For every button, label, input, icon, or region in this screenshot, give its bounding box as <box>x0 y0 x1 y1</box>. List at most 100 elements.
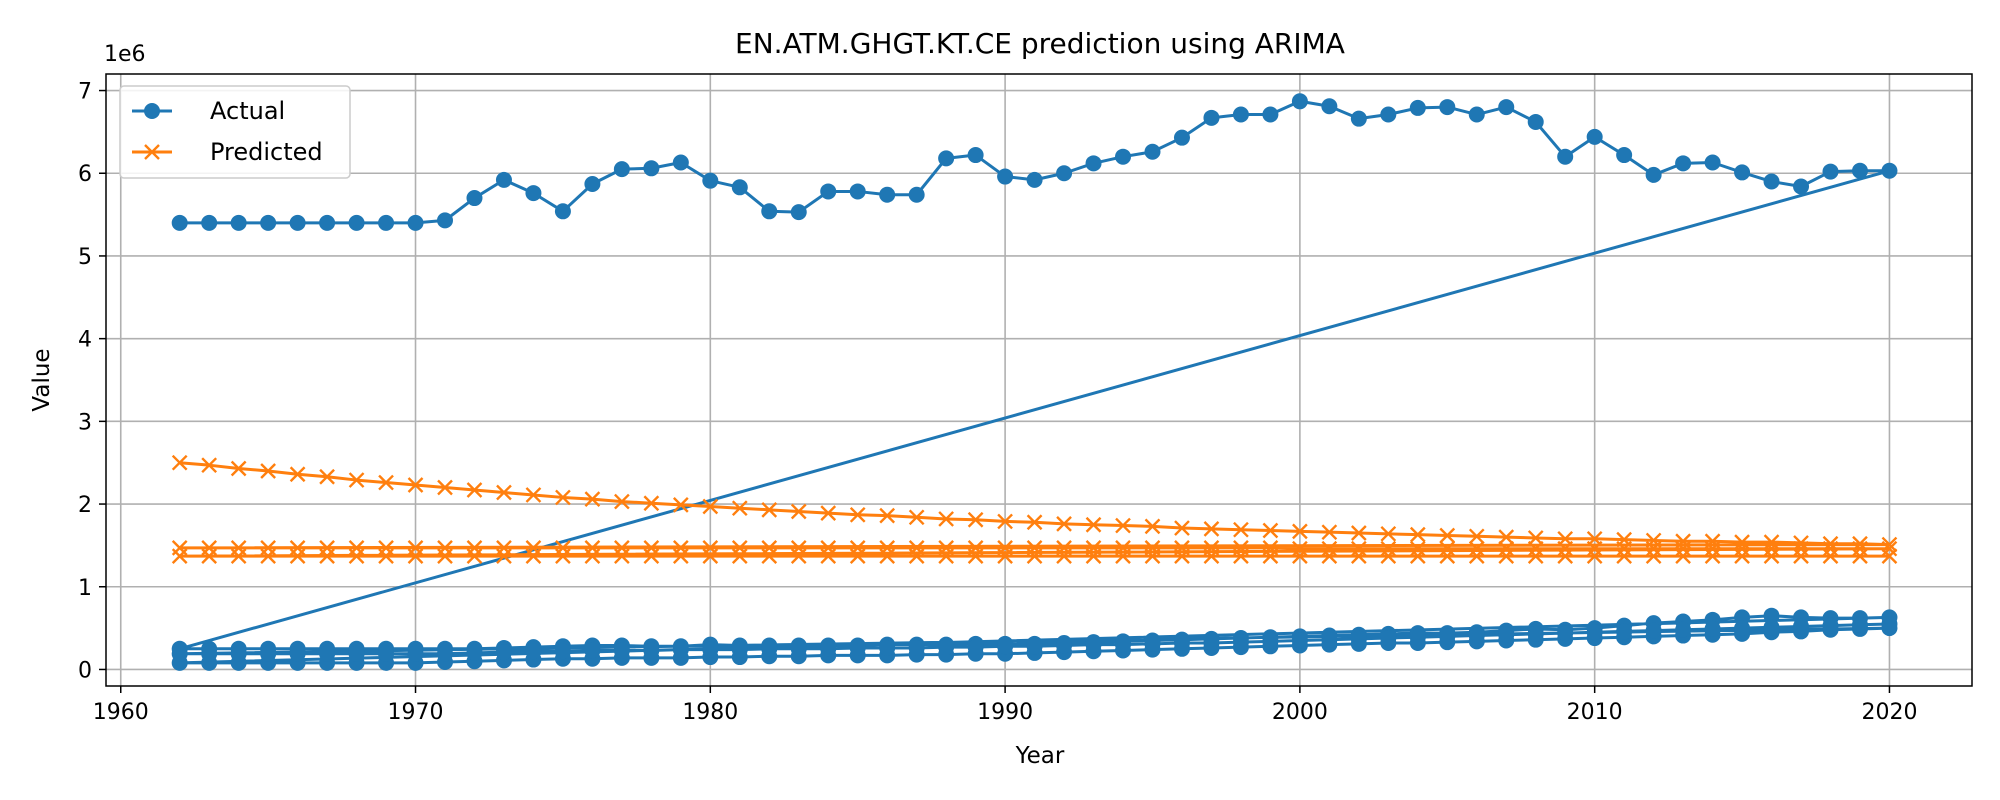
predicted-point <box>1350 548 1367 565</box>
predicted-point <box>1645 540 1662 557</box>
predicted-point <box>849 548 866 565</box>
predicted-point <box>1292 523 1308 540</box>
actual-point <box>731 179 748 196</box>
actual-point <box>1645 622 1662 639</box>
actual-point <box>1616 623 1633 640</box>
actual-point <box>1115 636 1132 653</box>
actual-point <box>1173 129 1190 146</box>
predicted-point <box>702 498 719 515</box>
actual-point <box>702 641 719 658</box>
actual-point <box>1793 178 1810 195</box>
legend-box <box>119 85 351 179</box>
actual-point <box>495 644 512 661</box>
predicted-point <box>289 548 306 565</box>
predicted-point <box>1380 525 1397 542</box>
actual-point <box>1321 631 1338 648</box>
predicted-point <box>1675 533 1691 550</box>
actual-point <box>1763 173 1780 190</box>
actual-point <box>1586 128 1603 145</box>
predicted-point <box>1557 548 1574 565</box>
y-tick-label: 5 <box>78 245 92 270</box>
predicted-point <box>1763 548 1780 565</box>
predicted-point <box>1793 540 1809 557</box>
actual-point <box>1380 630 1397 647</box>
actual-point <box>967 639 984 656</box>
actual-point <box>1321 98 1338 115</box>
predicted-point <box>1734 534 1750 550</box>
y-tick-label: 1 <box>78 576 92 601</box>
actual-point <box>1498 99 1515 116</box>
actual-point <box>1498 626 1515 643</box>
axis-ticks: 1960 1970 1980 1990 2000 2010 2020 0 1 2 3 4 5 6 7 <box>78 80 1917 725</box>
actual-point <box>201 214 218 231</box>
actual-point <box>1380 106 1397 123</box>
actual-point <box>584 175 601 192</box>
predicted-point <box>1763 540 1780 557</box>
predicted-point <box>997 548 1013 565</box>
actual-point <box>1468 627 1485 644</box>
actual-point <box>613 161 630 178</box>
legend-predicted-marker <box>144 144 160 160</box>
x-tick-label: 1990 <box>977 700 1033 725</box>
predicted-point <box>466 482 483 498</box>
actual-point <box>1262 633 1279 650</box>
actual-point <box>1232 106 1249 123</box>
actual-point <box>1262 106 1279 123</box>
actual-point <box>466 190 483 207</box>
predicted-point <box>702 548 719 565</box>
predicted-point <box>171 454 188 471</box>
actual-point <box>230 214 247 231</box>
predicted-point <box>555 548 571 565</box>
actual-point <box>1527 113 1544 130</box>
predicted-point <box>1527 548 1544 565</box>
predicted-point <box>1704 548 1721 565</box>
series-lines <box>171 93 1898 671</box>
predicted-point <box>1439 527 1456 544</box>
actual-point <box>319 645 336 662</box>
actual-point <box>1291 632 1308 649</box>
actual-point <box>1144 143 1161 160</box>
predicted-point <box>1616 540 1632 557</box>
actual-point <box>967 147 984 164</box>
actual-point <box>348 645 365 662</box>
actual-point <box>1026 171 1043 188</box>
actual-point <box>319 214 336 231</box>
actual-point <box>761 640 778 657</box>
y-tick-label: 0 <box>78 658 92 683</box>
predicted-point <box>643 495 660 512</box>
predicted-point <box>731 500 748 517</box>
predicted-point <box>201 548 218 565</box>
actual-point <box>1350 630 1367 647</box>
actual-point <box>1232 634 1249 651</box>
actual-point <box>997 638 1014 655</box>
predicted-point <box>643 548 660 565</box>
predicted-point <box>1085 516 1102 533</box>
actual-point <box>1675 155 1692 172</box>
predicted-point <box>378 474 394 491</box>
predicted-point <box>820 548 837 565</box>
predicted-point <box>230 460 247 477</box>
predicted-point <box>938 548 954 565</box>
legend: Actual Predicted <box>119 85 351 179</box>
predicted-point <box>1498 548 1515 565</box>
actual-point <box>260 645 277 662</box>
predicted-point <box>171 548 188 565</box>
predicted-point <box>348 548 365 565</box>
actual-point <box>731 641 748 658</box>
actual-point <box>1851 162 1868 179</box>
predicted-point <box>407 477 424 493</box>
predicted-point <box>1409 540 1426 557</box>
predicted-point <box>496 484 512 501</box>
predicted-point <box>1822 548 1839 565</box>
predicted-point <box>1321 524 1338 541</box>
predicted-point <box>1409 548 1426 565</box>
legend-actual-marker <box>144 103 160 119</box>
actual-point <box>761 203 778 220</box>
predicted-point <box>1557 540 1574 557</box>
actual-point <box>1026 638 1043 655</box>
predicted-point <box>1616 548 1632 565</box>
predicted-point <box>437 479 453 496</box>
actual-point <box>201 645 218 662</box>
predicted-point <box>1675 548 1691 565</box>
predicted-point <box>1852 540 1868 557</box>
